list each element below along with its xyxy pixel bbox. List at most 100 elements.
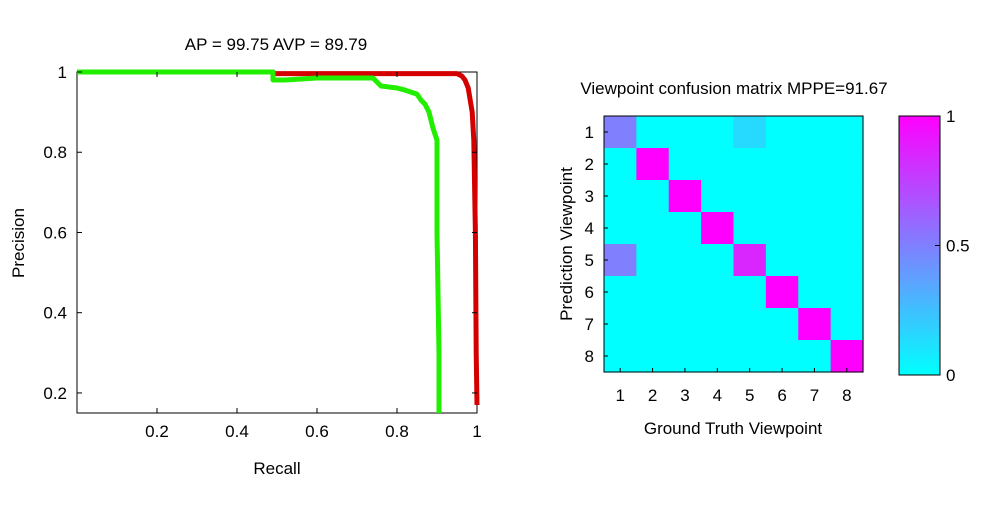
cm-x-tick-label: 6	[777, 386, 786, 405]
cm-cell	[830, 180, 864, 213]
cm-x-tick-label: 2	[648, 386, 657, 405]
cm-cell	[701, 340, 735, 373]
cm-cell	[765, 212, 799, 245]
colorbar-tick-label: 1	[946, 107, 955, 126]
pr-chart-title: AP = 99.75 AVP = 89.79	[185, 35, 367, 54]
cm-x-ticks: 1 2 3 4 5 6 7 8	[615, 368, 852, 405]
cm-y-tick-label: 4	[585, 219, 594, 238]
cm-y-tick-label: 8	[585, 347, 594, 366]
cm-cells-group	[604, 116, 864, 373]
pr-x-ticks: 0.2 0.4 0.6 0.8 1	[145, 72, 482, 441]
confusion-matrix-chart: Viewpoint confusion matrix MPPE=91.67 1 2…	[557, 79, 970, 438]
pr-y-tick-label: 1	[58, 63, 67, 82]
cm-cell	[765, 180, 799, 213]
cm-cell	[798, 276, 832, 309]
pr-series-line-2	[77, 69, 442, 413]
pr-y-tick-label: 0.4	[43, 304, 67, 323]
cm-x-tick-label: 4	[713, 386, 722, 405]
pr-x-tick-label: 0.2	[145, 422, 169, 441]
cm-cell	[636, 244, 670, 277]
cm-cell	[798, 148, 832, 181]
cm-cell	[765, 148, 799, 181]
cm-y-tick-label: 6	[585, 283, 594, 302]
cm-cell	[636, 276, 670, 309]
cm-cell	[668, 276, 702, 309]
cm-cell	[604, 212, 637, 245]
cm-x-tick-label: 5	[745, 386, 754, 405]
cm-cell	[636, 148, 670, 181]
cm-cell	[830, 244, 864, 277]
cm-cell	[830, 148, 864, 181]
cm-cell	[798, 340, 832, 373]
cm-cell	[668, 244, 702, 277]
cm-x-tick-label: 1	[615, 386, 624, 405]
cm-cell	[701, 276, 735, 309]
cm-cell	[701, 180, 735, 213]
cm-cell	[604, 244, 637, 277]
cm-cell	[798, 212, 832, 245]
pr-x-tick-label: 0.8	[385, 422, 409, 441]
cm-cell	[798, 308, 832, 341]
cm-title: Viewpoint confusion matrix MPPE=91.67	[580, 79, 887, 98]
pr-x-axis-label: Recall	[253, 459, 300, 478]
cm-x-axis-label: Ground Truth Viewpoint	[644, 419, 823, 438]
cm-cell	[733, 276, 767, 309]
cm-y-tick-label: 2	[585, 155, 594, 174]
pr-chart: AP = 99.75 AVP = 89.79 0.2 0.4 0.6 0.8 1 0.2…	[9, 35, 482, 478]
cm-cell	[604, 148, 637, 181]
cm-cell	[636, 116, 670, 149]
cm-y-tick-label: 3	[585, 187, 594, 206]
cm-cell	[798, 244, 832, 277]
cm-cell	[733, 148, 767, 181]
cm-cell	[765, 276, 799, 309]
colorbar-tick-label: 0	[946, 366, 955, 385]
pr-y-axis-label: Precision	[9, 208, 28, 278]
pr-y-tick-label: 0.6	[43, 223, 67, 242]
cm-cell	[668, 340, 702, 373]
cm-cell	[830, 308, 864, 341]
cm-cell	[604, 340, 637, 373]
cm-y-tick-label: 5	[585, 251, 594, 270]
pr-y-ticks: 0.2 0.4 0.6 0.8 1	[43, 63, 477, 403]
colorbar-ticks: 00.51	[935, 107, 970, 385]
cm-cell	[830, 340, 864, 373]
cm-cell	[765, 308, 799, 341]
cm-cell	[668, 180, 702, 213]
cm-cell	[701, 116, 735, 149]
cm-cell	[733, 212, 767, 245]
cm-cell	[733, 308, 767, 341]
cm-x-tick-label: 8	[842, 386, 851, 405]
cm-y-tick-label: 1	[585, 123, 594, 142]
cm-cell	[604, 276, 637, 309]
cm-cell	[668, 308, 702, 341]
cm-x-tick-label: 7	[810, 386, 819, 405]
cm-plot-border	[603, 115, 864, 373]
cm-cell	[636, 180, 670, 213]
cm-cell	[765, 340, 799, 373]
cm-cell	[701, 308, 735, 341]
cm-cell	[701, 212, 735, 245]
cm-y-axis-label: Prediction Viewpoint	[557, 167, 576, 321]
pr-y-tick-label: 0.8	[43, 143, 67, 162]
cm-cell	[830, 276, 864, 309]
cm-cell	[636, 308, 670, 341]
cm-cell	[604, 116, 637, 149]
cm-cell	[701, 244, 735, 277]
cm-y-ticks: 1 2 3 4 5 6 7 8	[585, 123, 608, 366]
cm-x-tick-label: 3	[680, 386, 689, 405]
cm-cell	[830, 212, 864, 245]
cm-cell	[765, 244, 799, 277]
cm-cell	[733, 244, 767, 277]
colorbar-tick-label: 0.5	[946, 237, 970, 256]
cm-cell	[830, 116, 864, 149]
cm-cell	[798, 116, 832, 149]
cm-cell	[765, 116, 799, 149]
cm-cell	[733, 180, 767, 213]
pr-x-tick-label: 1	[472, 422, 481, 441]
cm-cell	[636, 212, 670, 245]
pr-x-tick-label: 0.4	[225, 422, 249, 441]
cm-cell	[604, 308, 637, 341]
pr-x-tick-label: 0.6	[305, 422, 329, 441]
